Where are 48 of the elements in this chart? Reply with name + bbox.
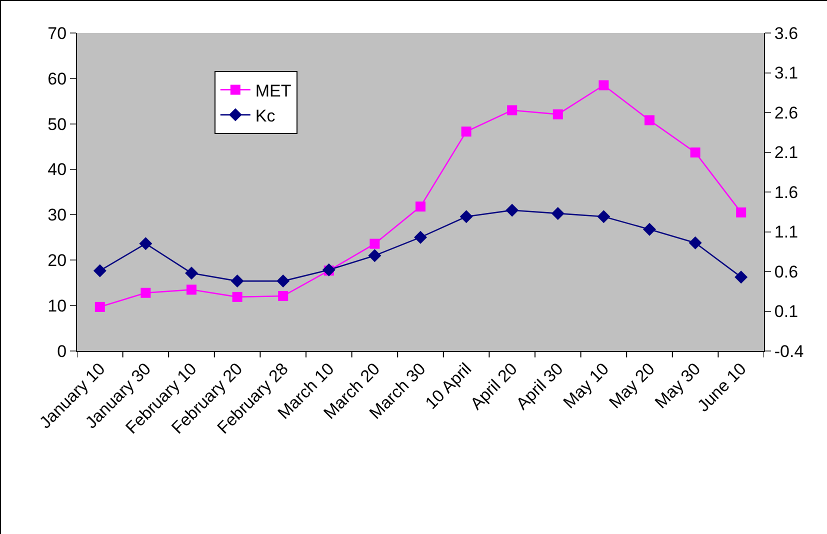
point [94,302,105,312]
y-tick-label: 50 [48,114,67,134]
y-tick-label: 40 [48,160,67,180]
legend-label: MET [255,81,292,100]
y2-tick-label: 3.1 [774,64,798,83]
point [597,210,610,224]
point [139,237,152,250]
point [552,109,563,120]
y2-tick-label: 0.6 [774,262,798,282]
y-tick-label: 20 [48,251,67,270]
point [416,202,426,212]
point [507,105,518,116]
y-tick-label: 60 [48,69,67,88]
y2-tick-label: 2.6 [774,103,798,122]
y2-tick-label: -0.4 [774,342,804,361]
y-tick-label: 30 [48,206,67,225]
point [322,263,336,276]
point [734,270,748,284]
point [370,238,380,249]
y2-tick-label: 1.1 [774,222,798,242]
point [230,274,244,288]
point [93,264,106,278]
point [185,266,198,280]
point [551,206,564,220]
point [232,292,242,302]
point [278,291,288,302]
point [644,115,654,126]
point [460,210,473,224]
point [643,222,656,236]
point [140,288,151,298]
point [276,274,290,288]
point [461,126,472,137]
y2-tick-label: 1.6 [774,182,798,202]
point [688,236,702,250]
legend-label: Kc [255,106,276,126]
y-tick-label: 70 [48,24,67,43]
point [506,204,519,217]
point [368,249,382,262]
point [736,207,746,218]
y2-tick-label: 3.6 [774,24,798,43]
y-tick-label: 0 [57,342,67,361]
y2-tick-label: 0.1 [774,302,798,322]
point [690,147,700,158]
point [414,230,427,244]
point [598,80,609,90]
point [186,284,196,295]
y2-tick-label: 2.1 [774,143,798,162]
y-tick-label: 10 [48,296,67,316]
